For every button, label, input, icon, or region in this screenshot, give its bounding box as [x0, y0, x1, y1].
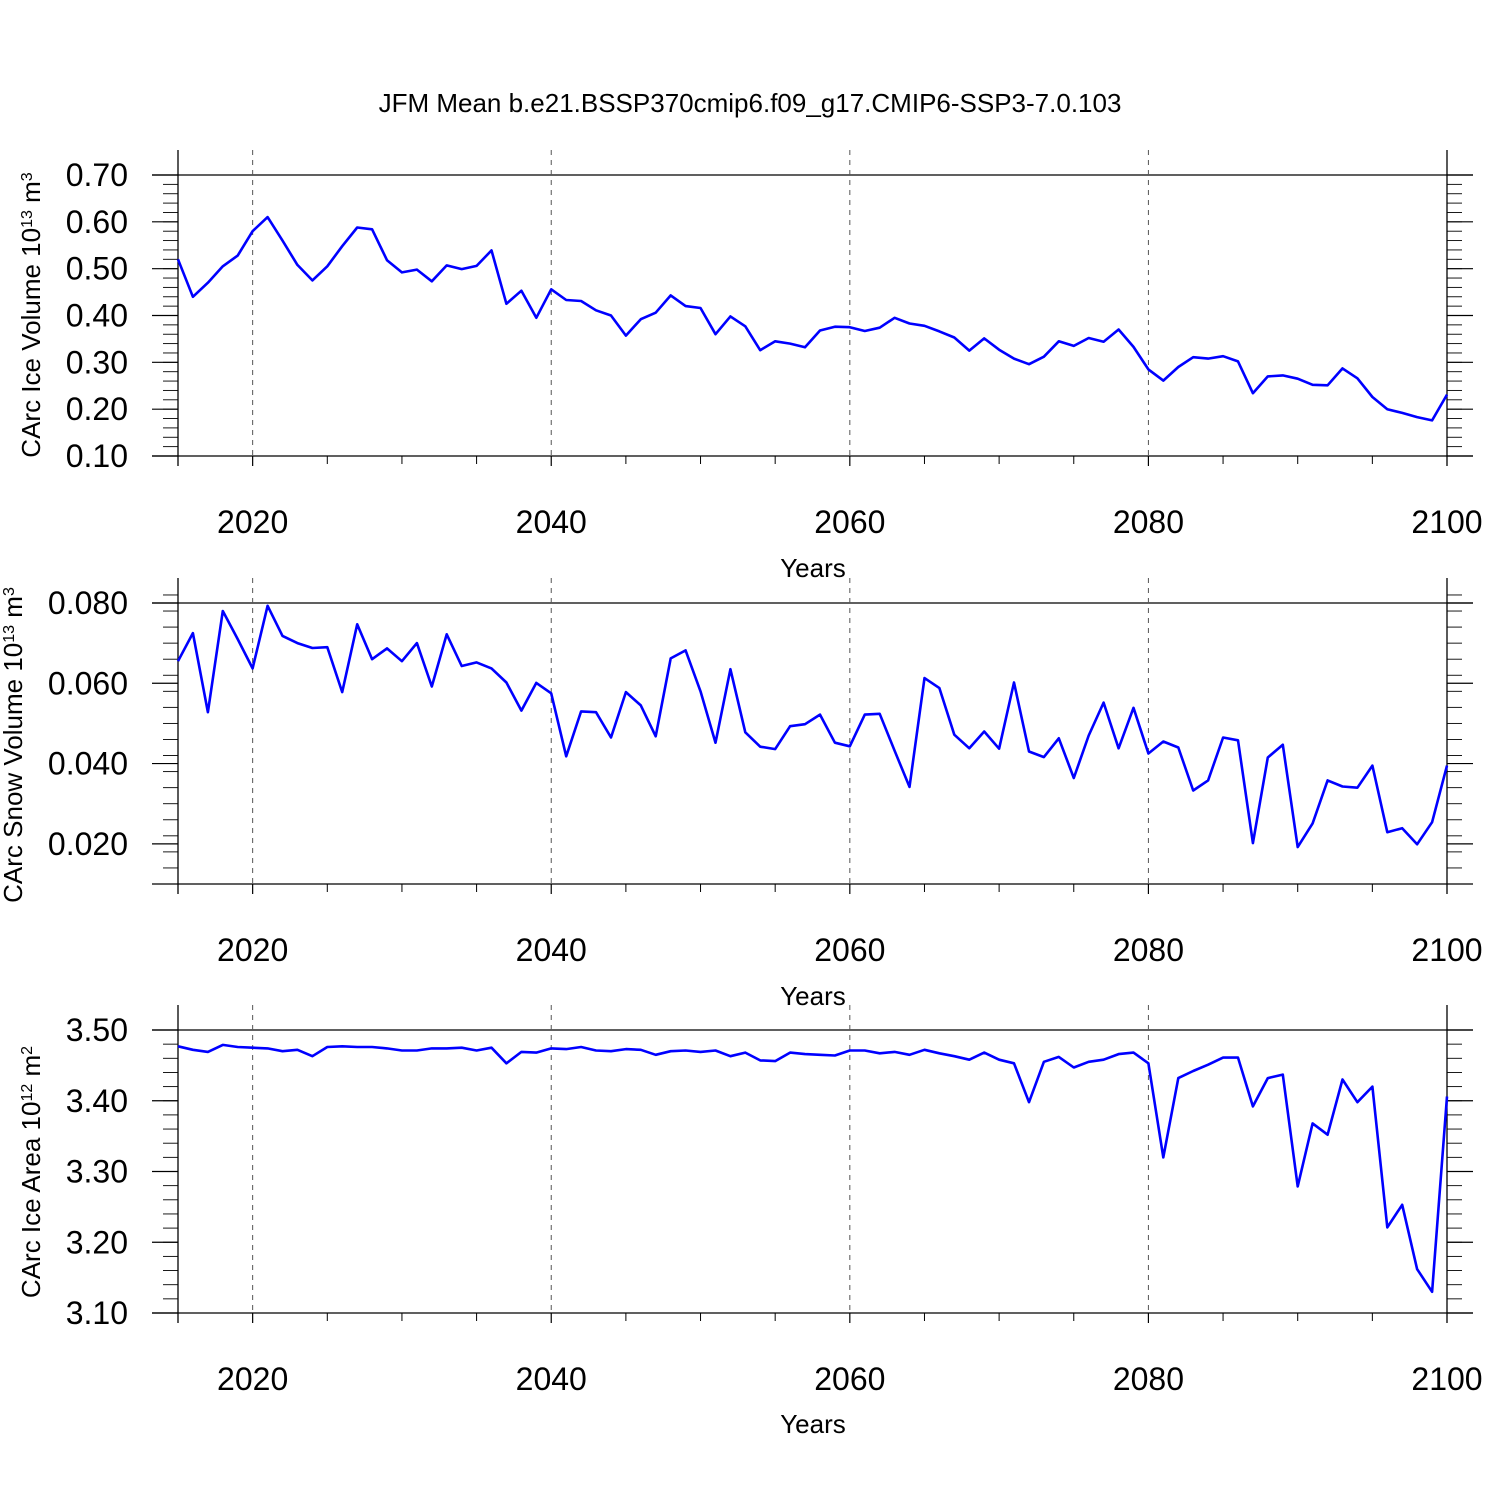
y-tick-label: 3.10 — [66, 1295, 128, 1331]
y-axis-title: CArc Ice Area 1012 m2 — [16, 1046, 46, 1298]
data-series-line — [177, 1043, 1449, 1294]
y-tick-label: 0.60 — [66, 204, 128, 240]
x-tick-label: 2040 — [516, 932, 587, 968]
panel-1: 2020 2040 2060 2080 2100 Years 0.10 0.20 0.30 0.4… — [16, 150, 1483, 583]
panel-3: 2020 2040 2060 2080 2100 Years 3.10 3.20 3.30 3.4… — [16, 1005, 1483, 1439]
x-tick-label: 2040 — [516, 504, 587, 540]
y-tick-label: 0.50 — [66, 251, 128, 287]
y-tick-label: 0.20 — [66, 391, 128, 427]
x-tick-label: 2020 — [217, 504, 288, 540]
y-tick-label: 0.40 — [66, 298, 128, 334]
y-tick-label: 0.060 — [48, 665, 128, 701]
figure-title: JFM Mean b.e21.BSSP370cmip6.f09_g17.CMIP… — [379, 88, 1122, 118]
y-axis-title: CArc Snow Volume 1013 m3 — [0, 587, 28, 903]
x-tick-label: 2080 — [1113, 1361, 1184, 1397]
x-tick-label: 2080 — [1113, 504, 1184, 540]
x-tick-label: 2100 — [1411, 1361, 1482, 1397]
x-tick-label: 2020 — [217, 1361, 288, 1397]
x-tick-label: 2040 — [516, 1361, 587, 1397]
x-tick-label: 2060 — [814, 504, 885, 540]
data-series-line — [176, 215, 1449, 422]
y-tick-label: 0.30 — [66, 344, 128, 380]
y-tick-label: 0.10 — [66, 438, 128, 474]
data-series-line — [176, 604, 1449, 849]
x-tick-label: 2100 — [1411, 504, 1482, 540]
panels: 2020 2040 2060 2080 2100 Years 0.10 0.20 0.30 0.4… — [0, 150, 1483, 1439]
x-axis-title: Years — [780, 553, 846, 583]
y-tick-label: 0.040 — [48, 746, 128, 782]
y-axis-title: CArc Ice Volume 1013 m3 — [16, 172, 46, 457]
y-tick-label: 0.70 — [66, 157, 128, 193]
y-tick-label: 3.20 — [66, 1224, 128, 1260]
y-tick-label: 0.080 — [48, 585, 128, 621]
y-tick-label: 3.50 — [66, 1012, 128, 1048]
y-tick-label: 0.020 — [48, 826, 128, 862]
x-tick-label: 2060 — [814, 1361, 885, 1397]
x-tick-label: 2020 — [217, 932, 288, 968]
panel-2: 2020 2040 2060 2080 2100 Years 0.020 0.040 0.060… — [0, 578, 1483, 1011]
x-tick-label: 2080 — [1113, 932, 1184, 968]
x-axis-title: Years — [780, 1409, 846, 1439]
x-axis-title: Years — [780, 981, 846, 1011]
x-tick-label: 2060 — [814, 932, 885, 968]
x-tick-label: 2100 — [1411, 932, 1482, 968]
y-tick-label: 3.30 — [66, 1154, 128, 1190]
y-tick-label: 3.40 — [66, 1083, 128, 1119]
